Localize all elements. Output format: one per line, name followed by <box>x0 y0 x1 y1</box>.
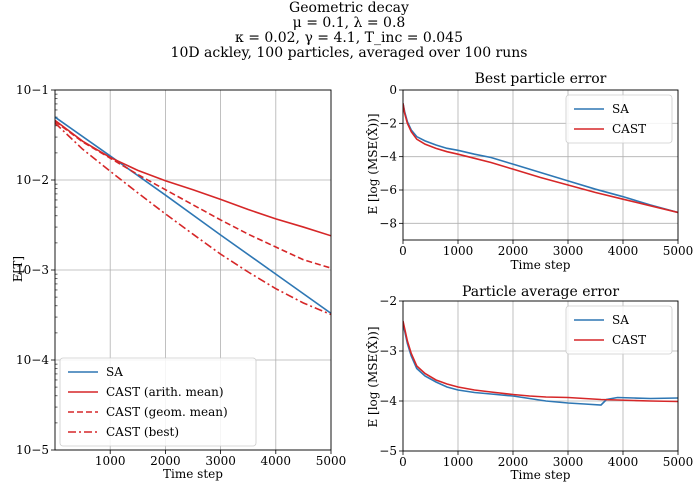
temperature-xtick-label: 2000 <box>150 454 181 468</box>
figure-title-line-3: κ = 0.02, γ = 4.1, T_inc = 0.045 <box>235 30 463 46</box>
particle-average-error-series-sa <box>403 323 678 406</box>
temperature-plot: 1000 2000 3000 4000 5000 10−5 10−4 10−3 10−2 10−1… <box>16 83 346 468</box>
temperature-ytick-label: 10−5 <box>16 443 49 457</box>
particle-average-error-xtick-label: 0 <box>399 455 407 469</box>
average-error-title: Particle average error <box>461 284 620 300</box>
best-particle-error-legend-label: SA <box>612 102 629 116</box>
best-particle-error-ytick-label: −4 <box>379 150 397 164</box>
best-error-title: Best particle error <box>474 71 607 87</box>
best-particle-error-series-cast <box>403 103 678 214</box>
particle-average-error-xtick-label: 2000 <box>498 455 529 469</box>
best-particle-error-xtick-label: 3000 <box>553 244 584 258</box>
figure-title-line-1: Geometric decay <box>289 0 409 16</box>
temperature-ytick-label: 10−1 <box>16 83 49 97</box>
temperature-xtick-label: 4000 <box>261 454 292 468</box>
best-particle-error-ytick-label: −8 <box>379 216 397 230</box>
temperature-series-cast-arith-mean- <box>55 119 331 237</box>
figure-title-line-4: 10D ackley, 100 particles, averaged over… <box>170 45 528 61</box>
best-error-xlabel: Time step <box>510 258 571 272</box>
temperature-xtick-label: 5000 <box>316 454 347 468</box>
best-particle-error-xtick-label: 1000 <box>443 244 474 258</box>
particle-average-error-xtick-label: 3000 <box>553 455 584 469</box>
figure-title-line-2: μ = 0.1, λ = 0.8 <box>292 15 406 31</box>
particle-average-error-ytick-label: −3 <box>379 344 397 358</box>
temperature-legend-label: CAST (arith. mean) <box>106 385 224 399</box>
best-particle-error-legend-label: CAST <box>612 122 646 136</box>
best-particle-error-xtick-label: 4000 <box>608 244 639 258</box>
temperature-legend <box>59 357 257 447</box>
temperature-xlabel: Time step <box>163 467 223 481</box>
best-particle-error-axes-frame <box>402 89 679 241</box>
best-particle-error-xtick-label: 0 <box>399 244 407 258</box>
particle-average-error-axes-frame <box>402 300 679 452</box>
temperature-axes-frame <box>54 89 332 451</box>
temperature-ytick-label: 10−2 <box>16 173 49 187</box>
temperature-ytick-label: 10−4 <box>16 353 49 367</box>
temperature-legend-label: SA <box>106 365 123 379</box>
best-particle-error-xtick-label: 2000 <box>498 244 529 258</box>
particle-average-error-ytick-label: −4 <box>379 394 397 408</box>
particle-average-error-xtick-label: 4000 <box>608 455 639 469</box>
temperature-series-sa <box>55 116 331 314</box>
particle-average-error-xtick-label: 1000 <box>443 455 474 469</box>
best-particle-error-ytick-label: −6 <box>379 183 397 197</box>
temperature-legend-label: CAST (best) <box>106 425 179 439</box>
particle-average-error-xtick-label: 5000 <box>663 455 694 469</box>
temperature-xtick-label: 1000 <box>95 454 126 468</box>
particle-average-error-plot: 0 1000 2000 3000 4000 5000 −2 −3 −4 −5 SA CAST <box>379 294 693 469</box>
particle-average-error-ytick-label: −5 <box>379 444 397 458</box>
temperature-ytick-label: 10−3 <box>16 263 49 277</box>
particle-average-error-legend-label: CAST <box>612 333 646 347</box>
best-particle-error-ytick-label: −2 <box>379 116 397 130</box>
particle-average-error-series-cast <box>403 320 678 403</box>
average-error-xlabel: Time step <box>510 468 571 482</box>
particle-average-error-legend <box>565 305 673 355</box>
best-particle-error-legend <box>565 94 673 144</box>
best-particle-error-xtick-label: 5000 <box>663 244 694 258</box>
particle-average-error-ytick-label: −2 <box>379 294 397 308</box>
temperature-series-cast-best- <box>55 122 331 316</box>
temperature-xtick-label: 3000 <box>205 454 236 468</box>
best-particle-error-ytick-label: 0 <box>389 83 397 97</box>
best-particle-error-plot: 0 1000 2000 3000 4000 5000 0 −2 −4 −6 −8 SA CAST <box>379 83 693 258</box>
particle-average-error-legend-label: SA <box>612 313 629 327</box>
temperature-legend-label: CAST (geom. mean) <box>106 405 228 419</box>
temperature-series-cast-geom-mean- <box>55 120 331 269</box>
